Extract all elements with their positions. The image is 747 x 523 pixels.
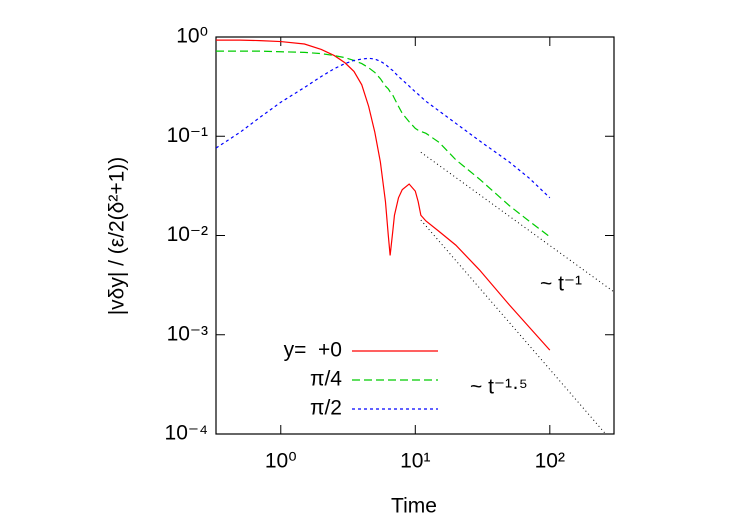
y-tick-label: 10⁻²	[167, 223, 208, 246]
y-tick-label: 10⁻⁴	[165, 422, 208, 445]
legend-label: y= +0	[284, 339, 342, 362]
annotation: ~ t⁻¹	[540, 273, 582, 296]
reference-line	[420, 219, 607, 434]
x-axis-label: Time	[391, 495, 437, 518]
annotation: ~ t⁻¹·⁵	[470, 376, 528, 399]
series-line	[216, 39, 551, 351]
y-tick-label: 10⁻¹	[167, 124, 208, 147]
y-tick-label: 10⁻³	[167, 322, 208, 345]
x-tick-label: 10⁰	[265, 450, 297, 473]
legend-label: π/2	[310, 397, 342, 420]
legend-label: π/4	[310, 368, 342, 391]
y-tick-label: 10⁰	[176, 25, 208, 48]
y-axis-label: |vδy| / (ε/2(δ²+1))	[106, 157, 129, 316]
x-tick-label: 10¹	[400, 450, 430, 473]
series-line	[216, 57, 551, 199]
reference-line	[420, 151, 614, 293]
x-tick-label: 10²	[535, 450, 565, 473]
series-line	[216, 50, 551, 238]
